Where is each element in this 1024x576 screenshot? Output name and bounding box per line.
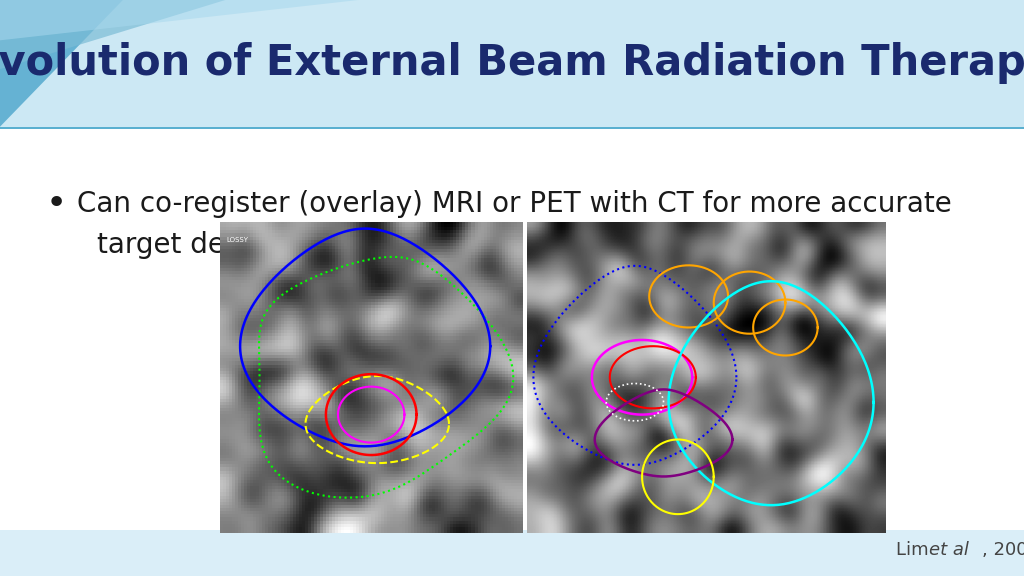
Text: target delineation: target delineation — [97, 231, 345, 259]
Text: •: • — [46, 187, 67, 222]
Bar — [0, 127, 1024, 129]
Text: Lim: Lim — [896, 541, 934, 559]
Text: , 2009: , 2009 — [982, 541, 1024, 559]
Bar — [0, 530, 1024, 576]
Bar — [0, 0, 1024, 127]
Polygon shape — [0, 0, 225, 69]
Text: Can co-register (overlay) MRI or PET with CT for more accurate: Can co-register (overlay) MRI or PET wit… — [77, 191, 951, 218]
Text: Evolution of External Beam Radiation Therapy: Evolution of External Beam Radiation The… — [0, 43, 1024, 84]
Text: et al: et al — [929, 541, 969, 559]
Polygon shape — [0, 0, 358, 40]
Polygon shape — [0, 0, 123, 127]
